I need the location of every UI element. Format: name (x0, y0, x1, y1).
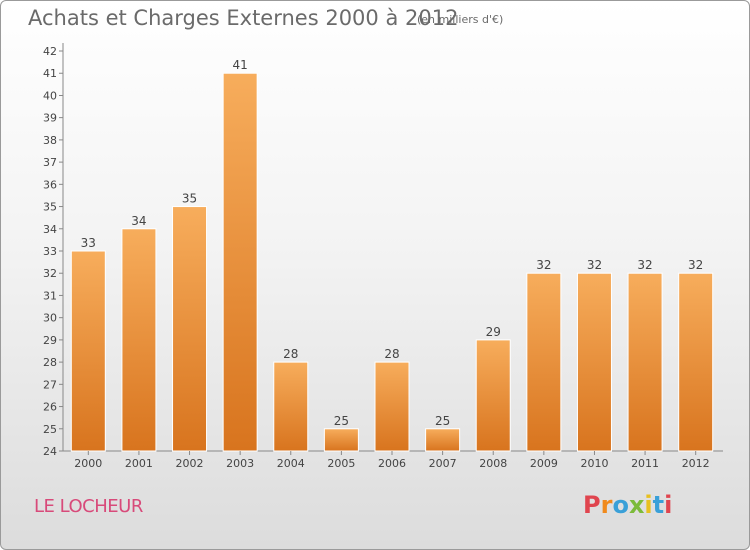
x-tick-label: 2003 (226, 457, 254, 470)
data-label: 32 (587, 258, 602, 272)
data-label: 34 (131, 214, 146, 228)
bar (222, 72, 258, 452)
x-tick-label: 2002 (176, 457, 204, 470)
bar (576, 272, 612, 452)
bar (475, 339, 511, 452)
y-tick-label: 41 (43, 67, 57, 80)
data-label: 33 (81, 236, 96, 250)
chart-title: Achats et Charges Externes 2000 à 2012 (28, 6, 459, 30)
data-label: 28 (384, 347, 399, 361)
y-tick-label: 24 (43, 445, 57, 458)
bar (526, 272, 562, 452)
bar (172, 206, 208, 452)
data-label: 41 (233, 58, 248, 72)
x-tick-label: 2000 (74, 457, 102, 470)
y-tick-label: 27 (43, 378, 57, 391)
y-tick-label: 26 (43, 401, 57, 414)
logo-letter: o (612, 491, 629, 519)
y-tick-label: 42 (43, 45, 57, 58)
logo-letter: P (583, 491, 601, 519)
logo-letter: i (644, 491, 653, 519)
chart-subtitle: (en milliers d'€) (417, 13, 504, 26)
logo-letter: t (652, 491, 665, 519)
x-tick-label: 2010 (580, 457, 608, 470)
x-tick-label: 2012 (682, 457, 710, 470)
x-tick-label: 2008 (479, 457, 507, 470)
bar (323, 428, 359, 452)
bar (374, 361, 410, 452)
y-tick-label: 25 (43, 423, 57, 436)
proxiti-logo: Proxiti (583, 491, 672, 519)
y-tick-label: 32 (43, 267, 57, 280)
data-label: 29 (486, 325, 501, 339)
y-tick-label: 40 (43, 89, 57, 102)
y-tick-label: 28 (43, 356, 57, 369)
bar (121, 228, 157, 452)
y-tick-label: 36 (43, 178, 57, 191)
bar (273, 361, 309, 452)
data-label: 25 (435, 414, 450, 428)
y-tick-label: 35 (43, 201, 57, 214)
bar (425, 428, 461, 452)
data-label: 28 (283, 347, 298, 361)
x-tick-label: 2004 (277, 457, 305, 470)
logo-letter: i (664, 491, 673, 519)
y-tick-label: 39 (43, 112, 57, 125)
x-tick-label: 2005 (327, 457, 355, 470)
bar (70, 250, 106, 452)
x-tick-label: 2001 (125, 457, 153, 470)
bar (678, 272, 714, 452)
place-name: LE LOCHEUR (34, 496, 143, 517)
bar (627, 272, 663, 452)
data-label: 35 (182, 192, 197, 206)
logo-letter: x (628, 491, 645, 519)
y-tick-label: 33 (43, 245, 57, 258)
y-tick-label: 34 (43, 223, 57, 236)
y-tick-label: 30 (43, 312, 57, 325)
data-label: 25 (334, 414, 349, 428)
y-tick-label: 38 (43, 134, 57, 147)
data-label: 32 (536, 258, 551, 272)
data-label: 32 (688, 258, 703, 272)
data-label: 32 (637, 258, 652, 272)
x-tick-label: 2006 (378, 457, 406, 470)
x-tick-label: 2007 (429, 457, 457, 470)
x-tick-label: 2009 (530, 457, 558, 470)
logo-letter: r (600, 491, 613, 519)
x-tick-label: 2011 (631, 457, 659, 470)
y-tick-label: 37 (43, 156, 57, 169)
y-tick-label: 29 (43, 334, 57, 347)
y-tick-label: 31 (43, 289, 57, 302)
